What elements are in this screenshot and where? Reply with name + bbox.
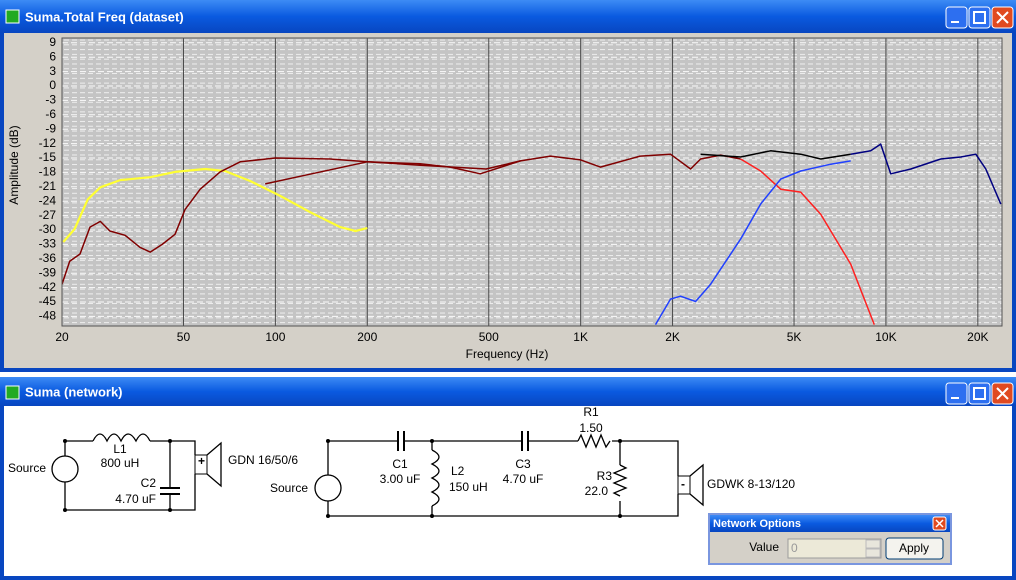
source-label: Source xyxy=(270,481,308,495)
series-line xyxy=(850,143,1002,205)
apply-button[interactable] xyxy=(885,537,944,560)
apply-label: Apply xyxy=(899,541,929,555)
component-value: 4.70 uF xyxy=(115,492,156,506)
x-tick-label: 50 xyxy=(177,330,191,344)
dialog-title: Network Options xyxy=(713,518,801,530)
component-value: 4.70 uF xyxy=(503,472,544,486)
polarity: - xyxy=(681,477,685,491)
maximize-button[interactable] xyxy=(968,6,991,29)
x-tick-label: 1K xyxy=(573,330,588,344)
x-tick-label: 100 xyxy=(265,330,285,344)
y-tick-label: -27 xyxy=(39,208,57,222)
dialog-title-bar[interactable] xyxy=(710,515,950,532)
component-value: 800 uH xyxy=(101,456,140,470)
y-tick-label: 3 xyxy=(49,64,56,78)
minor-grid xyxy=(62,38,1002,326)
series-line xyxy=(62,153,741,285)
y-tick-label: -12 xyxy=(39,136,57,150)
circuit: Source L1 800 uH C2 4.70 uF + GDN 16/50/… xyxy=(8,433,298,512)
window-icon xyxy=(5,385,20,400)
title-bar[interactable] xyxy=(0,0,1016,33)
polarity: + xyxy=(198,454,205,468)
component-name: C2 xyxy=(141,476,157,490)
x-tick-label: 5K xyxy=(787,330,802,344)
series-line xyxy=(740,158,875,325)
y-tick-label: -21 xyxy=(39,179,57,193)
y-tick-label: -39 xyxy=(39,265,57,279)
x-tick-label: 20K xyxy=(967,330,988,344)
window-title: Suma (network) xyxy=(25,384,123,399)
plot-border xyxy=(61,37,1003,327)
component-value: 22.0 xyxy=(585,484,609,498)
x-tick-label: 200 xyxy=(357,330,377,344)
x-tick-label: 10K xyxy=(875,330,896,344)
driver-label: GDN 16/50/6 xyxy=(228,453,298,467)
y-tick-label: -36 xyxy=(39,251,57,265)
component-value: 3.00 uF xyxy=(380,472,421,486)
y-tick-label: -48 xyxy=(39,309,57,323)
component-name: L2 xyxy=(451,464,465,478)
y-tick-label: -45 xyxy=(39,294,57,308)
spin-up[interactable] xyxy=(865,539,881,549)
driver-label: GDWK 8-13/120 xyxy=(707,477,795,491)
y-tick-label: -42 xyxy=(39,280,57,294)
x-tick-label: 20 xyxy=(55,330,69,344)
component-value: 150 uH xyxy=(449,480,488,494)
y-tick-label: -3 xyxy=(45,93,56,107)
value-input[interactable] xyxy=(787,538,882,559)
circuit: Source C1 3.00 uF L2 150 uH C3 4.70 uF R… xyxy=(270,405,795,518)
window-icon xyxy=(5,9,20,24)
y-tick-label: 6 xyxy=(49,49,56,63)
component-name: R3 xyxy=(597,469,613,483)
y-tick-label: -30 xyxy=(39,222,57,236)
y-tick-label: -6 xyxy=(45,107,56,121)
series-line xyxy=(654,160,851,325)
series-line xyxy=(62,167,368,243)
x-tick-label: 500 xyxy=(479,330,499,344)
window-title: Suma.Total Freq (dataset) xyxy=(25,9,184,24)
component-name: C3 xyxy=(515,457,531,471)
y-tick-label: -18 xyxy=(39,165,57,179)
spin-down[interactable] xyxy=(865,548,881,558)
y-tick-label: -9 xyxy=(45,121,56,135)
title-bar[interactable] xyxy=(0,377,1016,406)
maximize-button[interactable] xyxy=(968,382,991,405)
window-buttons xyxy=(945,382,1014,405)
y-tick-label: -33 xyxy=(39,237,57,251)
value-text: 0 xyxy=(791,541,798,555)
component-name: C1 xyxy=(392,457,408,471)
component-name: L1 xyxy=(113,442,127,456)
component-value: 1.50 xyxy=(579,421,603,435)
component-name: R1 xyxy=(583,405,599,419)
y-tick-label: 0 xyxy=(49,78,56,92)
x-tick-label: 2K xyxy=(665,330,680,344)
minimize-button[interactable] xyxy=(945,382,968,405)
minimize-button[interactable] xyxy=(945,6,968,29)
field-label: Value xyxy=(749,540,779,554)
series-line xyxy=(700,150,851,160)
y-tick-label: -15 xyxy=(39,150,57,164)
series-line xyxy=(265,160,521,185)
y-axis-label: Amplitude (dB) xyxy=(7,125,21,204)
y-tick-label: 9 xyxy=(49,35,56,49)
y-tick-label: -24 xyxy=(39,193,57,207)
source-label: Source xyxy=(8,461,46,475)
x-axis-label: Frequency (Hz) xyxy=(466,347,549,361)
network-options-dialog: Network Options Value 0 Apply xyxy=(708,513,952,565)
window-buttons xyxy=(945,6,1014,29)
